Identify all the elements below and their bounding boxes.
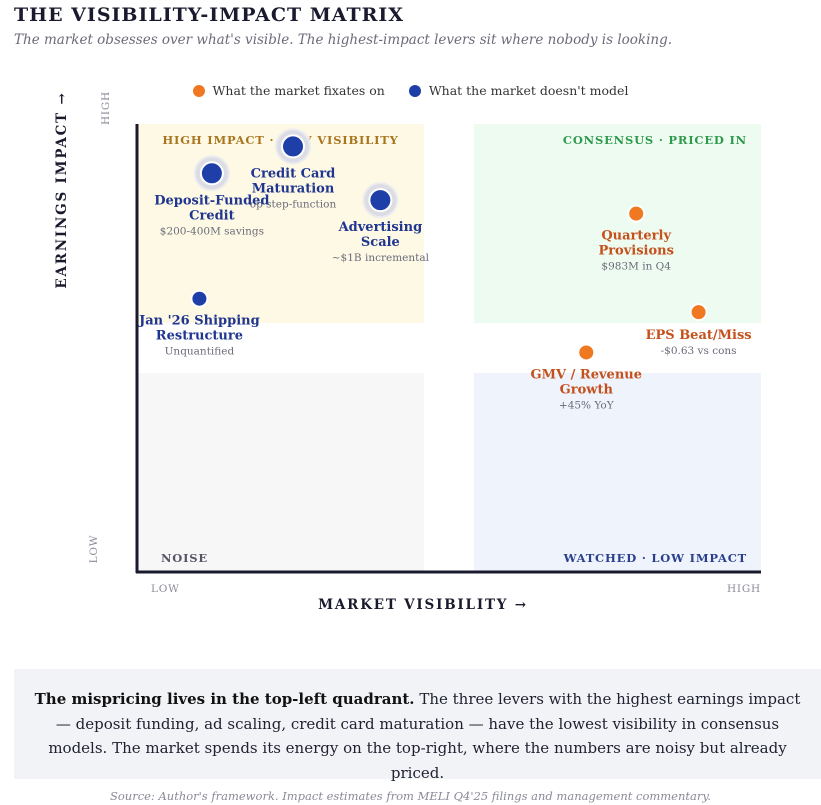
point-sublabel-gmv-revenue-growth: +45% YoY [559, 399, 615, 411]
point-credit-card-maturation [281, 134, 305, 159]
point-sublabel-advertising-scale: ~$1B incremental [332, 252, 430, 264]
callout-text: The three levers with the highest earnin… [48, 690, 801, 782]
legend-label-unmodeled: What the market doesn't model [428, 83, 629, 98]
point-label-credit-card-maturation: Credit Card Maturation [251, 166, 336, 196]
x-tick-high: HIGH [727, 583, 761, 595]
point-label-deposit-funded-credit: Deposit-Funded Credit [154, 193, 269, 223]
point-advertising-scale [368, 188, 393, 213]
point-gmv-revenue-growth [577, 343, 596, 362]
point-label-gmv-revenue-growth: GMV / Revenue Growth [531, 367, 642, 397]
blue-dot-icon [408, 84, 421, 97]
point-sublabel-credit-card-maturation: op step-function [250, 198, 337, 210]
quadrant-top-right [474, 124, 761, 323]
legend-item-unmodeled: What the market doesn't model [408, 83, 629, 98]
x-tick-low: LOW [151, 583, 180, 595]
quadrant-label-bottom-left: NOISE [161, 551, 208, 565]
legend-label-fixates: What the market fixates on [212, 83, 385, 98]
point-eps-beat-miss [689, 303, 708, 322]
quadrant-bottom-right [474, 373, 761, 572]
point-sublabel-deposit-funded-credit: $200-400M savings [160, 225, 264, 237]
point-deposit-funded-credit [199, 161, 224, 186]
chart-subtitle: The market obsesses over what's visible.… [14, 32, 673, 48]
callout-bold: The mispricing lives in the top-left qua… [34, 690, 415, 708]
point-jan-26-shipping-restructure [190, 289, 209, 308]
source-note: Source: Author's framework. Impact estim… [110, 789, 711, 803]
y-axis-title: EARNINGS IMPACT → [54, 91, 70, 288]
point-quarterly-provisions [627, 204, 646, 223]
x-axis-title: MARKET VISIBILITY → [318, 597, 528, 613]
orange-dot-icon [192, 84, 205, 97]
callout-box: The mispricing lives in the top-left qua… [14, 669, 821, 782]
point-sublabel-eps-beat-miss: -$0.63 vs cons [661, 345, 737, 357]
point-sublabel-quarterly-provisions: $983M in Q4 [601, 261, 671, 273]
point-label-eps-beat-miss: EPS Beat/Miss [646, 328, 752, 343]
quadrant-bottom-left [137, 373, 424, 572]
chart-title: THE VISIBILITY-IMPACT MATRIX [14, 4, 405, 26]
legend: What the market fixates on What the mark… [0, 83, 821, 98]
point-label-quarterly-provisions: Quarterly Provisions [598, 229, 674, 259]
point-label-jan-26-shipping-restructure: Jan '26 Shipping Restructure [138, 314, 260, 344]
legend-item-fixates: What the market fixates on [192, 83, 385, 98]
quadrant-label-bottom-right: WATCHED · LOW IMPACT [563, 551, 747, 565]
point-label-advertising-scale: Advertising Scale [338, 220, 423, 250]
y-tick-low: LOW [88, 535, 100, 564]
point-sublabel-jan-26-shipping-restructure: Unquantified [165, 346, 235, 358]
y-tick-high: HIGH [100, 91, 112, 125]
quadrant-label-top-right: CONSENSUS · PRICED IN [563, 133, 747, 147]
